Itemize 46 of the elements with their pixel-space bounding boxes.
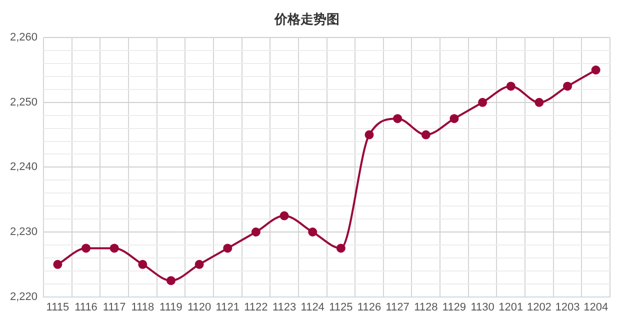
x-tick-label: 1116 [74,301,98,314]
x-tick-label: 1124 [300,301,324,314]
point [53,260,62,269]
chart-title: 价格走势图 [274,11,340,26]
point [421,130,430,140]
point [336,244,346,253]
y-tick-label: 2,220 [10,290,38,303]
x-tick-label: 1129 [442,301,466,314]
y-tick-label: 2,260 [10,32,38,44]
point [506,82,516,91]
x-tick-label: 1120 [187,301,212,314]
x-tick-label: 1119 [160,301,182,314]
x-tick-label: 1130 [470,301,494,314]
x-tick-label: 1126 [357,301,382,314]
x-tick-label: 1204 [584,301,608,314]
x-tick-label: 1125 [329,301,353,314]
point [308,228,318,236]
point [82,244,91,253]
x-tick-label: 1128 [414,301,438,314]
x-tick-label: 1203 [555,301,580,314]
point [280,211,289,220]
point [534,98,544,107]
x-tick-label: 1202 [526,301,552,314]
point [591,66,600,74]
point [138,260,148,269]
y-tick-label: 2,230 [10,226,38,238]
x-tick-label: 1201 [498,301,524,314]
point [393,114,402,124]
point [364,130,374,140]
x-tick-label: 1117 [102,301,126,314]
point [563,82,572,91]
point [110,244,119,253]
point [251,228,260,236]
point [166,276,176,286]
x-tick-label: 1127 [386,301,410,314]
y-tick-label: 2,240 [10,161,38,174]
x-tick-label: 1123 [272,301,296,314]
point [478,98,488,107]
x-tick-label: 1118 [131,301,154,314]
x-tick-label: 1115 [46,301,70,314]
y-tick-label: 2,250 [10,96,38,108]
x-tick-label: 1122 [244,301,268,314]
point [223,244,232,253]
point [450,114,459,124]
x-tick-label: 1121 [216,301,240,314]
point [194,260,204,269]
